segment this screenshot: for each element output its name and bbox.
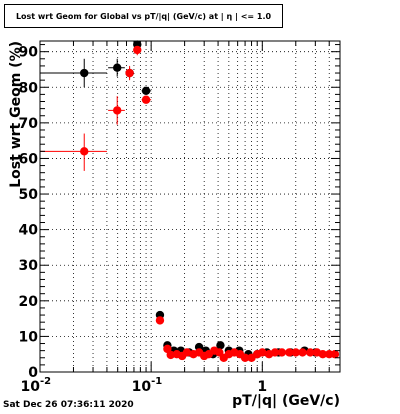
data-point [125,68,134,78]
data-point [270,348,280,357]
x-tick-label: 1 [257,379,267,395]
y-tick-label: 50 [19,187,39,203]
y-tick-label: 80 [19,80,39,96]
data-point [141,86,151,96]
data-point [80,68,89,78]
x-tick-label: 10 [132,379,152,395]
timestamp-footer: Sat Dec 26 07:36:11 2020 [3,400,134,410]
chart-title: Lost wrt Geom for Global vs pT/|q| (GeV/… [15,11,272,21]
x-axis-title: pT/|q| (GeV/c) [232,393,340,409]
x-tick-exponent: -1 [151,376,162,387]
y-axis-title: Lost wrt Geom (%) [8,41,24,188]
data-markers [80,40,340,362]
y-tick-label: 30 [19,258,39,274]
x-tick-label: 10 [21,379,41,395]
data-point [298,348,307,357]
data-point [277,348,287,357]
error-bars [40,41,338,360]
y-tick-label: 70 [19,116,39,132]
data-point [113,106,122,115]
data-point [155,316,165,325]
data-point [216,341,225,350]
data-point [240,353,250,362]
data-point [80,147,89,156]
y-tick-label: 60 [19,151,39,167]
data-point [330,350,340,359]
data-point [258,348,267,357]
y-tick-label: 20 [19,294,39,310]
y-tick-label: 40 [19,223,39,239]
data-point [285,348,294,357]
data-point [182,348,192,357]
data-point [291,348,300,357]
y-tick-label: 10 [19,329,39,345]
plot-frame [39,40,341,373]
data-point [113,63,122,72]
data-point [318,350,327,359]
data-point [141,95,151,104]
data-point [306,348,315,357]
grid-lines [40,41,340,372]
y-tick-label: 90 [19,45,39,61]
x-tick-exponent: -2 [40,376,51,387]
data-point [133,45,142,55]
axis-ticks [39,41,341,373]
chart-title-box: Lost wrt Geom for Global vs pT/|q| (GeV/… [4,4,283,28]
y-tick-label: 0 [28,365,38,381]
